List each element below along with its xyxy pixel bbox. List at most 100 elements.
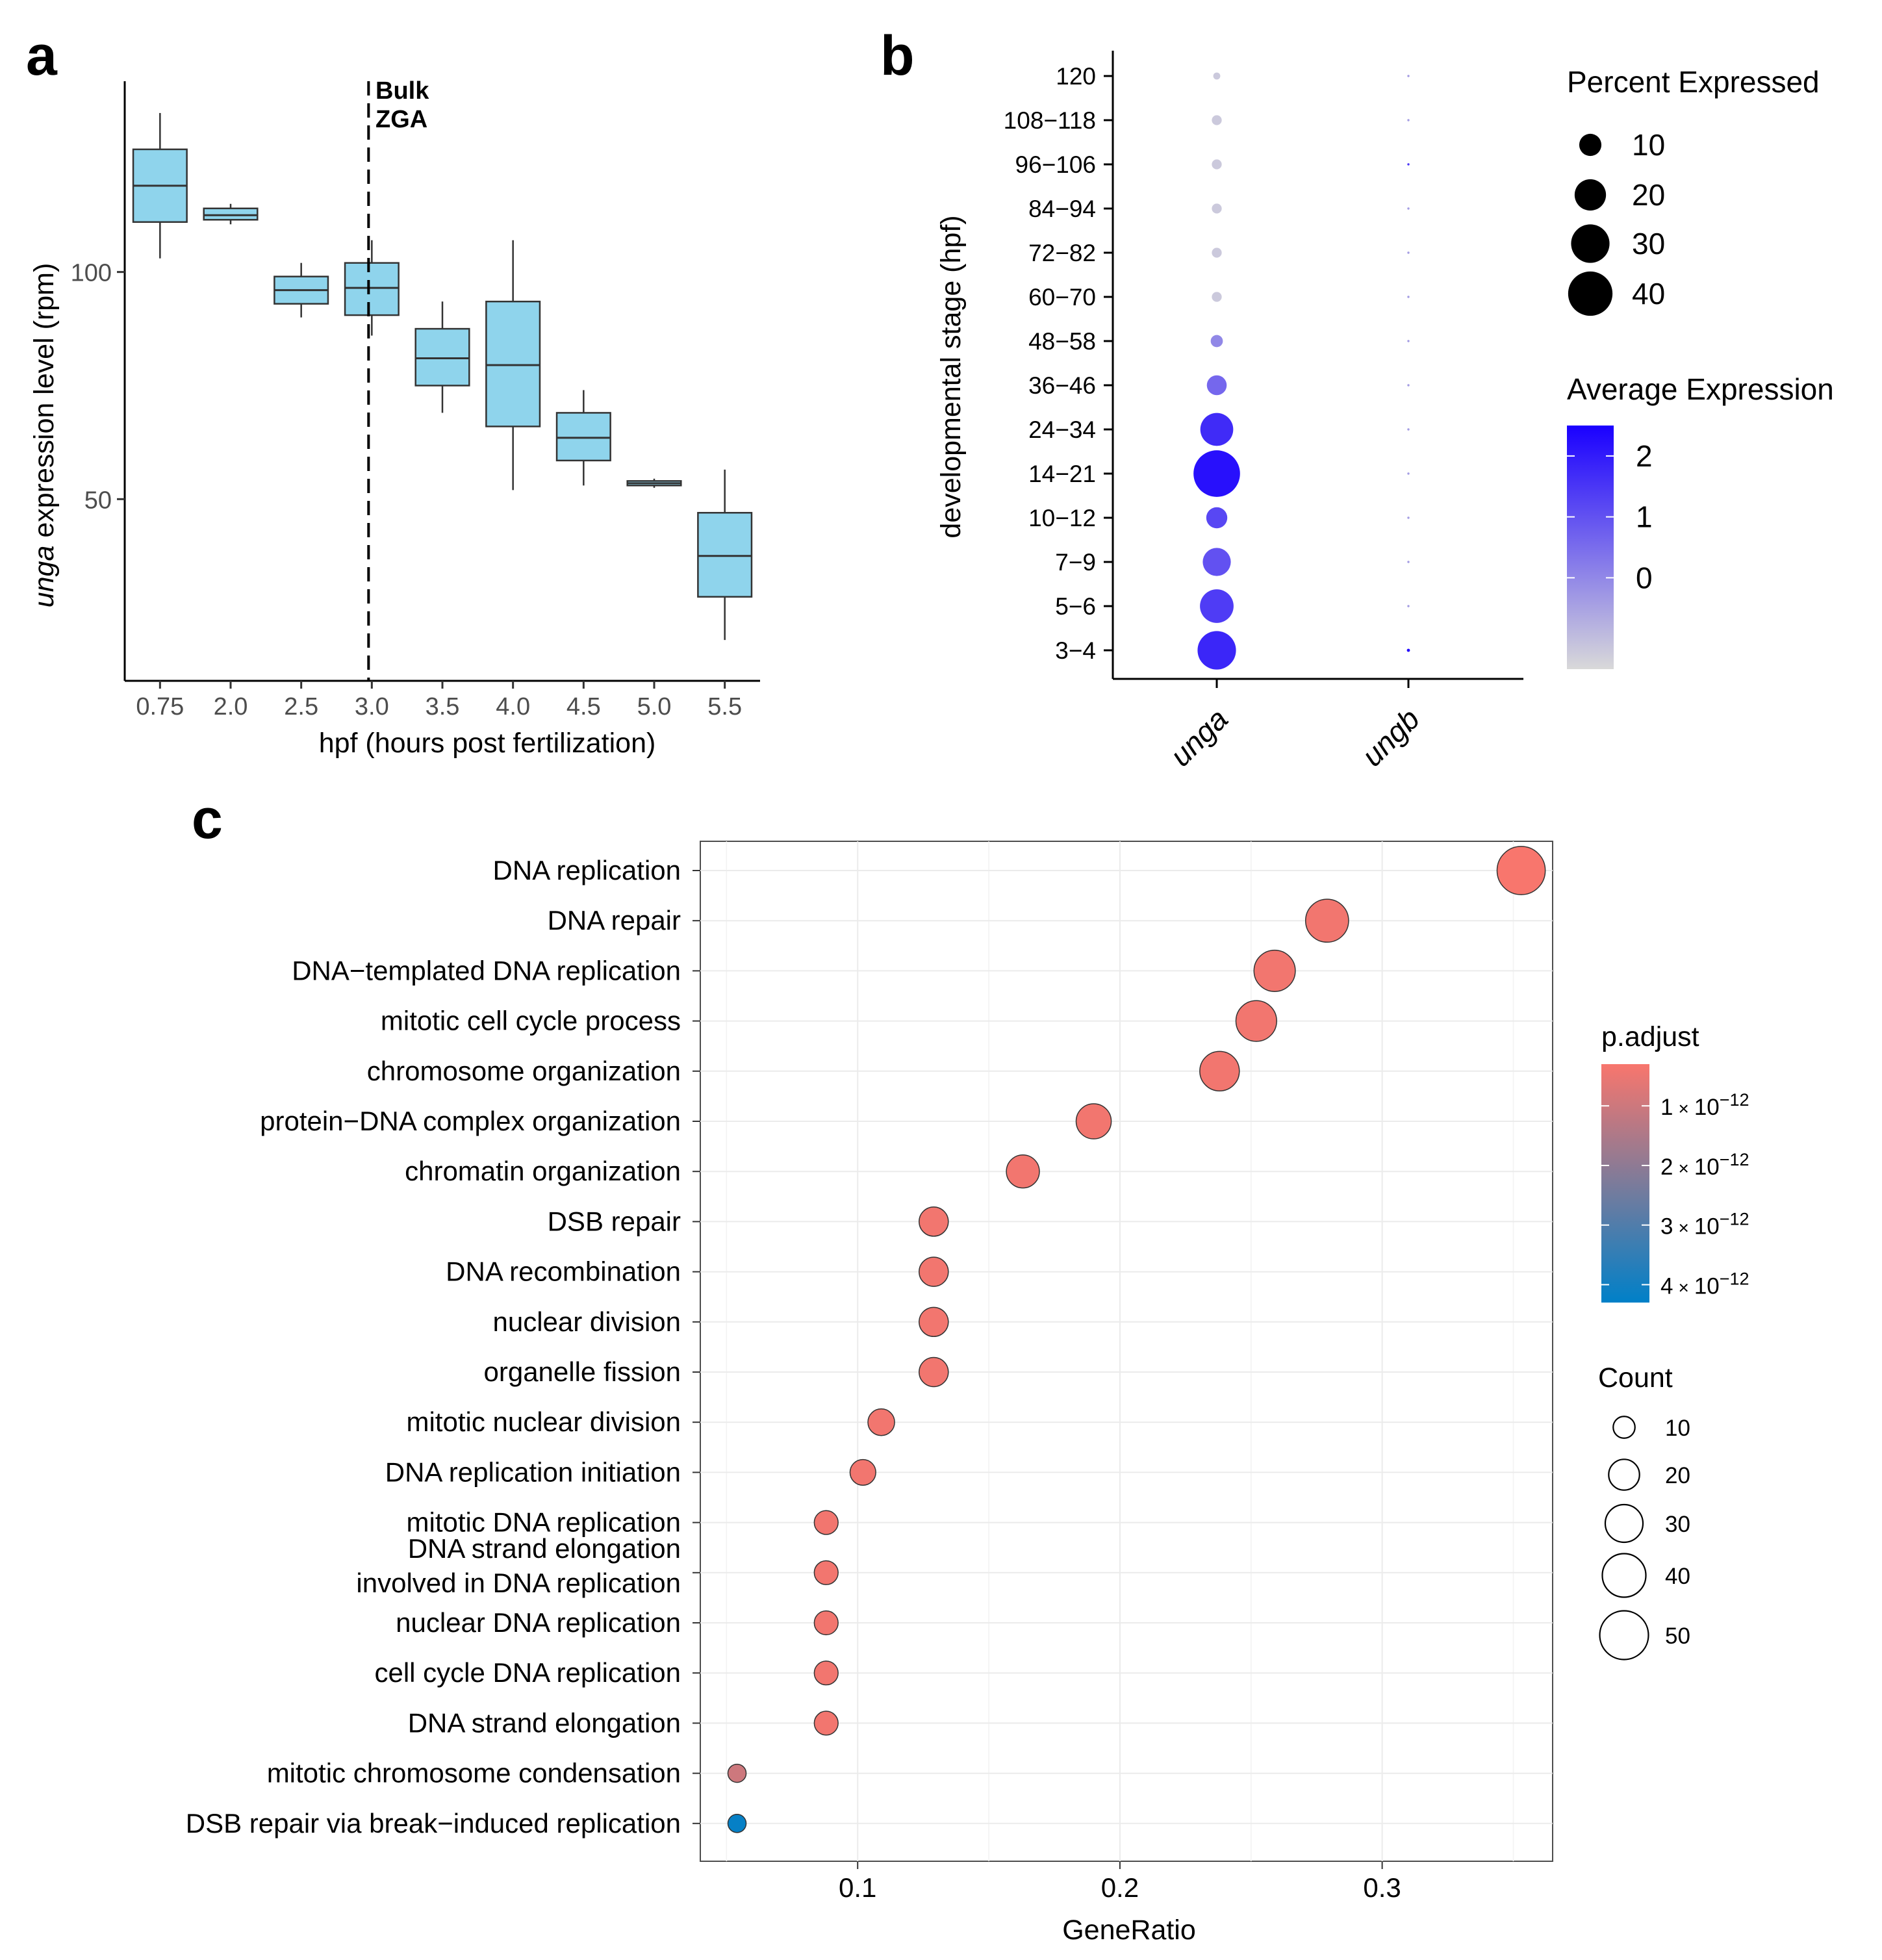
panel-b-dot bbox=[1407, 516, 1410, 519]
panel-c-dot bbox=[813, 1560, 839, 1585]
panel-c-size-legend-circle bbox=[1604, 1503, 1644, 1544]
panel-b-dot bbox=[1212, 203, 1222, 214]
panel-c-plot-frame bbox=[700, 841, 1553, 1862]
panel-c-size-legend-label: 30 bbox=[1665, 1512, 1690, 1537]
panel-c-color-legend-label: 4 × 10−12 bbox=[1660, 1269, 1749, 1299]
panel-c-term-label: mitotic cell cycle process bbox=[381, 1006, 681, 1036]
panel-c-term-label: chromatin organization bbox=[405, 1156, 681, 1186]
panel-c-dot bbox=[1304, 898, 1349, 943]
panel-b-x-tick-label: unga bbox=[1164, 702, 1234, 772]
panel-c-term-label: DNA replication bbox=[493, 855, 681, 885]
panel-b-y-tick-label: 60−70 bbox=[1028, 284, 1096, 311]
panel-c-x-tick-label: 0.3 bbox=[1363, 1872, 1401, 1903]
panel-c-size-legend-circle bbox=[1599, 1610, 1649, 1661]
panel-c-legend: p.adjust Count 1 × 10−122 × 10−123 × 10−124 × 10… bbox=[1598, 1021, 1749, 1661]
panel-a-y-axis-title-rest: expression level (rpm) bbox=[29, 263, 60, 546]
panel-a-axes: 50 100 0.75 2.0 2.5 3.0 3.5 4.0 4.5 5.0 5.5 bbox=[71, 81, 760, 720]
panel-c-color-legend-base: 10 bbox=[1694, 1273, 1720, 1299]
panel-c-dot bbox=[813, 1610, 839, 1636]
panel-b-dot bbox=[1407, 472, 1410, 475]
panel-c-color-legend-exp: −12 bbox=[1720, 1210, 1749, 1229]
panel-c-dot bbox=[813, 1510, 839, 1535]
panel-c-term-label: organelle fission bbox=[483, 1356, 681, 1387]
panel-a-boxplot: 50 100 0.75 2.0 2.5 3.0 3.5 4.0 4.5 5.0 5.5 hpf (h… bbox=[29, 77, 760, 759]
panel-b-dot bbox=[1212, 248, 1222, 258]
panel-a-zga-label-line1: Bulk bbox=[375, 77, 429, 105]
panel-b-dot bbox=[1212, 292, 1222, 302]
panel-b-size-legend-dot bbox=[1568, 271, 1613, 316]
panel-b-color-bar bbox=[1567, 426, 1614, 669]
panel-a-box bbox=[344, 262, 400, 316]
panel-c-letter: c bbox=[192, 788, 223, 850]
panel-b-y-tick-label: 14−21 bbox=[1028, 461, 1096, 487]
panel-b-size-legend-label: 20 bbox=[1632, 178, 1665, 212]
panel-c-dot bbox=[813, 1711, 839, 1736]
panel-c-size-legend-circle bbox=[1608, 1458, 1640, 1491]
panel-b-y-tick-label: 5−6 bbox=[1055, 593, 1096, 620]
panel-b-dot bbox=[1407, 340, 1410, 342]
panel-c-dot bbox=[727, 1763, 747, 1783]
panel-c-dot bbox=[1496, 846, 1546, 895]
panel-b-dot bbox=[1407, 251, 1410, 254]
panel-c-term-label: DSB repair via break−induced replication bbox=[186, 1808, 681, 1839]
panel-a-box bbox=[697, 512, 753, 598]
panel-a-box bbox=[555, 412, 611, 462]
panel-c-term-label: DSB repair bbox=[548, 1206, 681, 1236]
panel-c-color-legend-times: × bbox=[1678, 1099, 1688, 1119]
panel-c-dot bbox=[849, 1458, 876, 1486]
panel-c-term-label: DNA recombination bbox=[446, 1256, 681, 1287]
panel-b-dot bbox=[1200, 589, 1234, 623]
panel-a-y-tick-label: 100 bbox=[71, 260, 112, 287]
panel-a-x-tick-label: 4.5 bbox=[566, 693, 601, 720]
panel-a-x-tick-label: 3.0 bbox=[355, 693, 389, 720]
panel-c-term-label: DNA repair bbox=[548, 905, 681, 935]
panel-c-dot bbox=[727, 1814, 747, 1833]
panel-a-x-tick-label: 2.0 bbox=[214, 693, 248, 720]
panel-c-x-axis-title: GeneRatio bbox=[1062, 1915, 1196, 1946]
panel-a-y-axis-title-gene: unga bbox=[29, 546, 60, 608]
panel-b-dot bbox=[1213, 72, 1221, 80]
panel-c-color-legend-times: × bbox=[1678, 1158, 1688, 1178]
panel-b-dot bbox=[1193, 450, 1240, 497]
panel-c-dot bbox=[919, 1206, 949, 1237]
panel-a-box bbox=[485, 300, 541, 427]
panel-c-color-legend-base: 10 bbox=[1694, 1095, 1720, 1120]
panel-a-letter: a bbox=[26, 25, 58, 87]
panel-c-term-label: mitotic chromosome condensation bbox=[267, 1758, 681, 1788]
panel-c-enrichment-dotplot: 0.1 0.2 0.3 DNA replication DNA repair DNA−te… bbox=[186, 841, 1749, 1946]
panel-b-dot bbox=[1202, 548, 1231, 576]
panel-b-y-tick-label: 10−12 bbox=[1028, 505, 1096, 531]
panel-c-dot bbox=[1253, 949, 1296, 992]
panel-b-dot bbox=[1407, 296, 1410, 298]
panel-c-color-legend-times: × bbox=[1678, 1277, 1688, 1297]
panel-a-x-tick-label: 2.5 bbox=[284, 693, 318, 720]
panel-b-dot bbox=[1212, 159, 1222, 170]
panel-b-y-tick-label: 84−94 bbox=[1028, 196, 1096, 222]
panel-b-dot bbox=[1200, 413, 1234, 446]
panel-b-size-legend-label: 10 bbox=[1632, 128, 1665, 162]
panel-a-box bbox=[203, 207, 259, 221]
panel-b-size-legend-dot bbox=[1579, 133, 1602, 157]
panel-c-size-legend-circle bbox=[1601, 1553, 1647, 1598]
panel-c-color-legend-label: 3 × 10−12 bbox=[1660, 1210, 1749, 1240]
panel-a-x-tick-label: 4.0 bbox=[496, 693, 530, 720]
panel-a-box bbox=[414, 327, 470, 387]
panel-b-y-tick-label: 24−34 bbox=[1028, 416, 1096, 443]
panel-c-term-label: DNA strand elongation bbox=[408, 1707, 681, 1738]
panel-c-dot bbox=[1235, 1000, 1277, 1042]
panel-b-color-legend-title: Average Expression bbox=[1567, 372, 1834, 406]
panel-b-dot bbox=[1206, 375, 1227, 396]
panel-b-y-tick-label: 7−9 bbox=[1055, 549, 1096, 576]
panel-c-term-label: nuclear division bbox=[493, 1306, 681, 1337]
panel-c-dot bbox=[919, 1306, 949, 1338]
panel-b-dot bbox=[1206, 507, 1228, 529]
panel-a-x-tick-label: 5.0 bbox=[637, 693, 672, 720]
panel-b-color-legend-label: 2 bbox=[1636, 439, 1653, 473]
panel-b-size-legend-dot bbox=[1571, 224, 1610, 263]
panel-c-dot bbox=[867, 1408, 895, 1436]
panel-b-letter: b bbox=[880, 25, 915, 87]
panel-b-dot bbox=[1407, 428, 1410, 431]
panel-c-x-tick-label: 0.2 bbox=[1101, 1872, 1139, 1903]
panel-a-boxes bbox=[132, 81, 753, 681]
